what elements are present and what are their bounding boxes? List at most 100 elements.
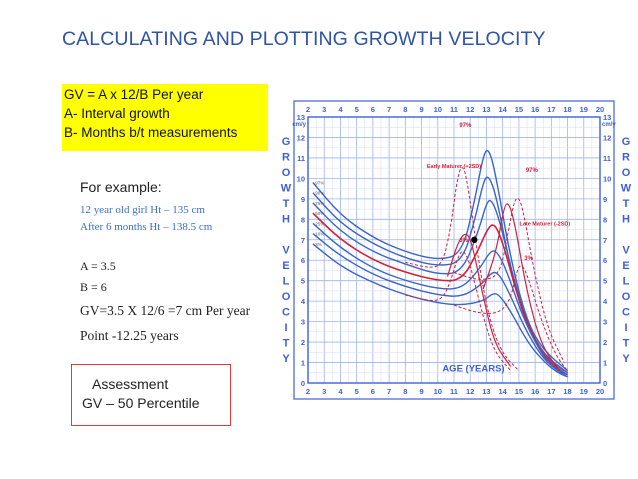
formula-line: GV = A x 12/B Per year	[64, 87, 204, 102]
top-age-tick-label: 3	[322, 105, 326, 114]
percentile-curve-label: 10%	[315, 232, 324, 237]
top-age-tick-label: 13	[482, 105, 490, 114]
example-heading: For example:	[80, 179, 162, 195]
right-side-letter: H	[622, 214, 630, 226]
top-age-tick-label: 20	[596, 105, 604, 114]
bottom-age-tick-label: 13	[482, 387, 490, 396]
bottom-age-tick-label: 19	[580, 387, 588, 396]
example-later-height: After 6 months Ht – 138.5 cm	[80, 221, 213, 233]
right-side-letter: R	[622, 152, 630, 164]
top-age-tick-label: 14	[498, 105, 507, 114]
bottom-age-tick-label: 20	[596, 387, 604, 396]
right-velocity-tick-label: 13	[603, 113, 611, 122]
left-velocity-tick-label: 5	[301, 277, 305, 286]
bottom-age-tick-label: 4	[338, 387, 343, 396]
left-velocity-tick-label: 3	[301, 318, 305, 327]
chart-grid	[307, 116, 601, 384]
right-side-letter: I	[624, 322, 627, 334]
left-side-letter: L	[283, 276, 290, 288]
top-age-tick-label: 18	[563, 105, 571, 114]
percentile-curve	[312, 149, 569, 372]
late-3-label: 3%	[524, 256, 533, 262]
left-side-letter: H	[282, 214, 290, 226]
maturer-dashed-curve	[405, 167, 520, 372]
percentile-curve-label: 90%	[315, 191, 324, 196]
left-velocity-tick-label: 6	[301, 256, 305, 265]
left-velocity-tick-label: 2	[301, 338, 305, 347]
assessment-title: Assessment	[92, 376, 169, 392]
left-side-letter: C	[282, 307, 290, 319]
early-3-label: 3%	[459, 238, 468, 244]
right-side-letter: C	[622, 307, 630, 319]
right-velocity-tick-label: 1	[603, 359, 607, 368]
point-value: Point -12.25 years	[80, 328, 179, 343]
late-97-label: 97%	[526, 168, 539, 174]
bottom-age-tick-label: 11	[450, 387, 458, 396]
top-age-tick-label: 11	[450, 105, 458, 114]
late-maturer-label: Late Maturer (-2SD)	[519, 221, 570, 227]
left-velocity-tick-label: 0	[301, 379, 305, 388]
bottom-age-tick-label: 16	[531, 387, 539, 396]
maturer-dashed-curve	[453, 197, 565, 364]
bottom-age-tick-label: 14	[498, 387, 507, 396]
right-velocity-tick-label: 0	[603, 379, 607, 388]
top-age-tick-label: 8	[403, 105, 407, 114]
left-side-letter: R	[282, 152, 290, 164]
right-side-letter: T	[623, 198, 630, 210]
left-velocity-tick-label: 1	[301, 359, 305, 368]
bottom-age-tick-label: 10	[434, 387, 442, 396]
bottom-age-tick-label: 18	[563, 387, 571, 396]
example-initial-height: 12 year old girl Ht – 135 cm	[80, 204, 205, 216]
right-velocity-tick-label: 6	[603, 256, 607, 265]
bottom-age-tick-label: 17	[547, 387, 555, 396]
left-velocity-tick-label: 11	[297, 154, 305, 163]
top-age-tick-label: 4	[338, 105, 343, 114]
top-age-tick-label: 15	[515, 105, 523, 114]
percentile-curve	[312, 243, 569, 378]
left-side-letter: Y	[282, 353, 290, 365]
chart-background	[278, 95, 634, 417]
top-age-tick-label: 17	[547, 105, 555, 114]
chart-labels: AGE (YEARS) 97% 90% 75% 50% 25% 10% 3% Early Mat…	[315, 123, 570, 375]
top-age-tick-label: 16	[531, 105, 539, 114]
right-side-letter: T	[623, 338, 630, 350]
right-unit-label: cm/y	[602, 122, 616, 128]
chart-axes: 2 3 4 5 6 7 8 9 10 11 12 13 14 15 16 17 18 19 202 3 4 5 6 7 8 9 10…	[281, 100, 632, 400]
left-side-letter: W	[281, 183, 292, 195]
bottom-age-tick-label: 2	[306, 387, 310, 396]
left-velocity-tick-label: 7	[301, 236, 305, 245]
right-velocity-tick-label: 4	[603, 297, 608, 306]
formula-box: GV = A x 12/B Per year A- Interval growt…	[62, 84, 268, 151]
maturer-dashed-curve	[453, 265, 569, 372]
gv-calculation: GV=3.5 X 12/6 =7 cm Per year	[80, 303, 251, 318]
top-age-tick-label: 7	[387, 105, 391, 114]
left-velocity-tick-label: 12	[297, 133, 305, 142]
percentile-curve-label: 3%	[315, 242, 322, 247]
left-velocity-tick-label: 8	[301, 215, 305, 224]
growth-velocity-chart: 2 3 4 5 6 7 8 9 10 11 12 13 14 15 16 17 18 19 202 3 4 5 6 7 8 9 10…	[278, 95, 634, 417]
left-side-letter: T	[283, 198, 290, 210]
percentile-curve-label: 25%	[315, 221, 324, 226]
bottom-age-tick-label: 15	[515, 387, 523, 396]
plotted-growth-point	[471, 236, 478, 243]
top-age-tick-label: 12	[466, 105, 474, 114]
left-side-letter: O	[282, 291, 291, 303]
b-value: B = 6	[80, 280, 107, 294]
left-side-letter: O	[282, 167, 291, 179]
right-side-letter: E	[622, 260, 629, 272]
bottom-age-tick-label: 8	[403, 387, 407, 396]
right-velocity-tick-label: 11	[603, 154, 611, 163]
plot-frame	[307, 116, 601, 384]
bottom-age-tick-label: 6	[371, 387, 375, 396]
bottom-age-tick-label: 3	[322, 387, 326, 396]
left-velocity-tick-label: 10	[297, 174, 305, 183]
left-side-letter: V	[282, 245, 290, 257]
right-side-letter: O	[622, 167, 631, 179]
right-side-letter: Y	[622, 353, 630, 365]
left-side-letter: T	[283, 338, 290, 350]
left-velocity-tick-label: 9	[301, 195, 305, 204]
right-velocity-tick-label: 5	[603, 277, 607, 286]
top-age-tick-label: 9	[419, 105, 423, 114]
top-age-tick-label: 6	[371, 105, 375, 114]
right-side-letter: L	[623, 276, 630, 288]
